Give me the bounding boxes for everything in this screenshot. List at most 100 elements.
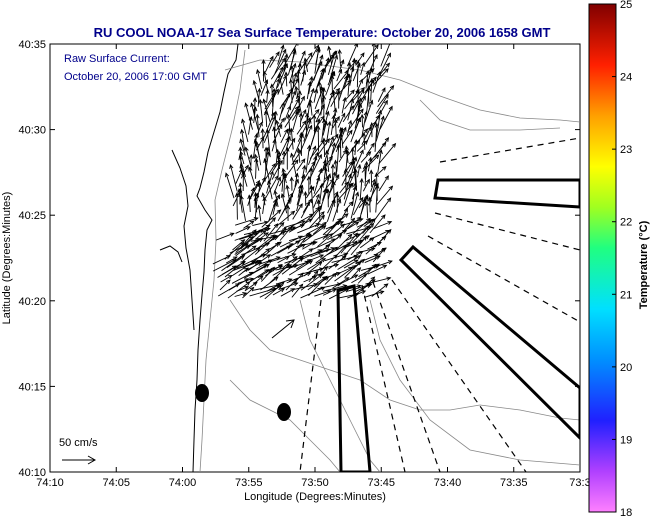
current-arrow — [264, 281, 285, 300]
colorbar-tick-label: 21 — [620, 289, 632, 301]
current-arrow — [235, 217, 259, 226]
current-arrow — [274, 48, 287, 74]
current-arrow — [346, 119, 353, 136]
colorbar-tick-label: 22 — [620, 217, 632, 229]
current-arrow — [350, 235, 367, 256]
current-arrow — [330, 114, 336, 136]
x-tick-label: 74:00 — [169, 477, 197, 489]
current-arrow — [377, 87, 386, 102]
current-arrow — [313, 193, 320, 208]
current-arrow — [358, 263, 381, 278]
current-arrow — [271, 87, 277, 117]
current-arrow — [263, 242, 280, 257]
current-arrow — [224, 241, 245, 260]
current-arrow — [325, 71, 336, 96]
current-arrow — [308, 275, 328, 297]
current-arrow — [237, 188, 243, 213]
current-arrow — [354, 102, 363, 129]
current-arrow — [351, 267, 362, 279]
current-arrow — [340, 232, 358, 254]
current-arrow — [287, 49, 297, 75]
current-arrow — [361, 110, 368, 138]
map-layer — [50, 44, 580, 472]
x-tick-label: 74:10 — [36, 477, 64, 489]
current-arrow — [285, 204, 291, 222]
current-arrow — [313, 88, 319, 103]
current-arrow — [328, 142, 336, 166]
current-arrow — [234, 238, 261, 255]
current-arrow — [247, 269, 270, 284]
current-arrow — [344, 89, 355, 101]
current-arrow — [277, 73, 284, 95]
current-arrow — [343, 182, 353, 207]
colorbar — [588, 3, 617, 513]
current-arrow — [242, 286, 255, 299]
x-axis-ticks: 74:10 74:05 74:00 73:55 73:50 73:45 73:40 73:35… — [36, 44, 591, 489]
y-axis-ticks: 40:35 40:30 40:25 40:20 40:15 40:10 — [18, 39, 580, 479]
current-arrow — [257, 204, 262, 222]
dashed-radial-lines — [299, 137, 580, 472]
current-arrow — [336, 89, 341, 109]
current-arrow — [360, 61, 366, 75]
current-arrow — [253, 153, 260, 171]
current-arrow — [331, 223, 346, 236]
current-arrow — [279, 225, 293, 241]
current-arrow — [274, 176, 282, 191]
current-arrow — [309, 153, 322, 179]
current-arrow — [303, 118, 312, 142]
current-arrow — [366, 86, 372, 115]
current-arrow — [250, 102, 259, 130]
current-arrow — [221, 253, 247, 272]
current-arrow — [291, 283, 304, 298]
current-arrow — [333, 70, 349, 90]
current-arrow — [256, 68, 263, 89]
current-arrow — [244, 102, 253, 130]
current-arrow — [264, 55, 274, 73]
current-arrow — [218, 283, 240, 297]
current-arrow — [261, 209, 282, 228]
colorbar-ticks: 25 24 23 22 21 20 19 18 — [612, 0, 632, 518]
current-arrow — [281, 150, 287, 165]
x-tick-label: 73:45 — [367, 477, 395, 489]
current-arrow — [359, 237, 375, 249]
current-arrow — [284, 105, 299, 128]
current-arrow — [380, 44, 392, 67]
current-arrow — [276, 150, 282, 177]
thick-outlined-rectangles — [336, 178, 580, 472]
current-arrow — [265, 128, 271, 158]
current-arrow — [296, 147, 301, 163]
current-arrow — [378, 175, 389, 192]
marker-ellipse — [277, 403, 291, 421]
current-arrow — [285, 146, 290, 170]
current-arrow — [275, 117, 285, 131]
current-arrow — [289, 65, 295, 87]
current-arrow — [322, 288, 337, 296]
current-arrow — [326, 198, 336, 222]
current-arrow — [352, 217, 371, 235]
current-arrow — [234, 292, 248, 297]
colorbar-tick-label: 23 — [620, 144, 632, 156]
current-arrow — [303, 190, 308, 206]
current-arrow — [280, 192, 288, 214]
current-arrow — [379, 105, 393, 130]
current-arrow — [260, 276, 279, 291]
current-arrow — [347, 44, 359, 66]
current-arrow — [307, 258, 327, 270]
current-arrow — [344, 260, 362, 278]
current-arrow — [372, 68, 389, 86]
current-arrow — [315, 246, 338, 264]
current-arrow — [375, 115, 385, 142]
current-arrow — [269, 253, 297, 263]
current-arrow — [220, 274, 233, 283]
current-arrow — [350, 191, 360, 219]
current-arrow — [350, 147, 355, 164]
current-arrow — [371, 283, 389, 297]
current-arrow — [361, 126, 372, 146]
current-arrow — [324, 149, 330, 172]
current-arrow — [353, 138, 359, 156]
current-arrow — [360, 113, 365, 128]
current-arrow — [359, 222, 375, 240]
x-axis-label: Longitude (Degrees:Minutes) — [244, 491, 386, 503]
current-arrow — [252, 79, 260, 100]
